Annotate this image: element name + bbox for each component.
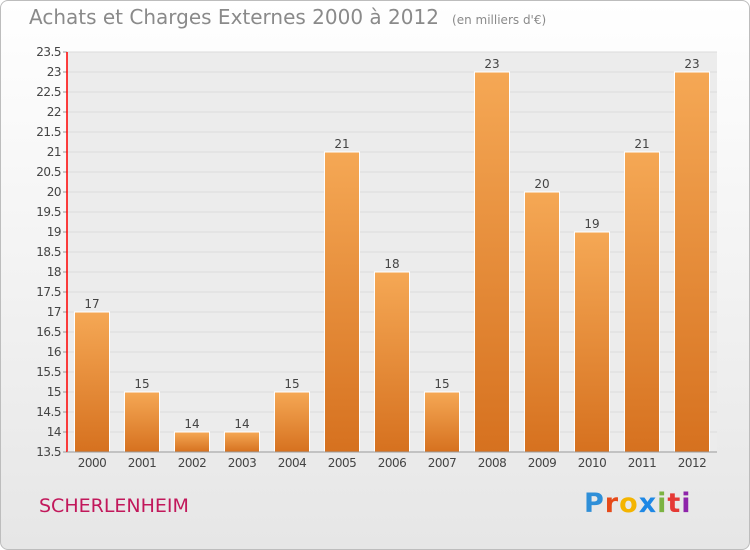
y-tick-label: 22.5 xyxy=(36,85,61,99)
y-tick-label: 14 xyxy=(47,425,61,439)
y-tick-label: 13.5 xyxy=(36,445,61,459)
x-tick-label: 2005 xyxy=(328,456,357,470)
x-tick-label: 2008 xyxy=(478,456,507,470)
bar-value-label: 20 xyxy=(534,177,549,191)
bar-value-label: 18 xyxy=(384,257,399,271)
x-tick-label: 2001 xyxy=(128,456,157,470)
bar-value-label: 19 xyxy=(584,217,599,231)
bar xyxy=(374,271,410,453)
y-tick-label: 22 xyxy=(47,105,61,119)
y-tick-label: 21.5 xyxy=(36,125,61,139)
y-tick-label: 17 xyxy=(47,305,61,319)
logo-letter: o xyxy=(619,488,639,519)
bar xyxy=(474,71,510,453)
x-tick-label: 2007 xyxy=(428,456,457,470)
bar xyxy=(174,431,210,453)
bar xyxy=(674,71,710,453)
bar xyxy=(124,391,160,453)
x-tick-label: 2006 xyxy=(378,456,407,470)
city-name: SCHERLENHEIM xyxy=(39,495,189,517)
logo-letter: P xyxy=(584,488,605,519)
bar-value-label: 15 xyxy=(434,377,449,391)
y-tick-label: 18 xyxy=(47,265,61,279)
logo-letter: r xyxy=(604,488,620,519)
x-tick-label: 2003 xyxy=(228,456,257,470)
y-tick-label: 19.5 xyxy=(36,205,61,219)
y-tick-label: 20 xyxy=(47,185,61,199)
bar-value-label: 15 xyxy=(134,377,149,391)
y-tick-label: 19 xyxy=(47,225,61,239)
logo-letter: t xyxy=(667,488,682,519)
bar xyxy=(324,151,360,453)
chart-title-block: Achats et Charges Externes 2000 à 2012 (… xyxy=(29,5,546,29)
x-tick-label: 2012 xyxy=(678,456,707,470)
y-tick-label: 16.5 xyxy=(36,325,61,339)
y-tick-label: 23.5 xyxy=(36,45,61,59)
bar xyxy=(524,191,560,453)
logo-letter: i xyxy=(657,488,668,519)
y-tick-label: 20.5 xyxy=(36,165,61,179)
bar-value-label: 23 xyxy=(684,57,699,71)
logo-letter: i xyxy=(681,488,692,519)
bar-value-label: 17 xyxy=(84,297,99,311)
chart-title: Achats et Charges Externes 2000 à 2012 xyxy=(29,5,439,29)
bar-value-label: 23 xyxy=(484,57,499,71)
bar-value-label: 14 xyxy=(184,417,199,431)
bar-value-label: 21 xyxy=(634,137,649,151)
proxiti-logo: Proxiti xyxy=(584,488,692,519)
bar xyxy=(424,391,460,453)
y-tick-label: 17.5 xyxy=(36,285,61,299)
x-tick-label: 2009 xyxy=(528,456,557,470)
y-tick-label: 14.5 xyxy=(36,405,61,419)
x-tick-label: 2010 xyxy=(578,456,607,470)
y-tick-label: 23 xyxy=(47,65,61,79)
chart-unit: (en milliers d'€) xyxy=(452,13,547,27)
bar-value-label: 21 xyxy=(334,137,349,151)
bar xyxy=(574,231,610,453)
y-tick-label: 16 xyxy=(47,345,61,359)
x-tick-label: 2000 xyxy=(78,456,107,470)
y-tick-label: 15.5 xyxy=(36,365,61,379)
bar xyxy=(224,431,260,453)
y-tick-label: 15 xyxy=(47,385,61,399)
x-tick-label: 2011 xyxy=(628,456,657,470)
x-tick-label: 2004 xyxy=(278,456,307,470)
bar-value-label: 14 xyxy=(234,417,249,431)
bar xyxy=(74,311,110,453)
x-tick-label: 2002 xyxy=(178,456,207,470)
bar xyxy=(624,151,660,453)
bar-value-label: 15 xyxy=(284,377,299,391)
y-tick-label: 18.5 xyxy=(36,245,61,259)
y-tick-label: 21 xyxy=(47,145,61,159)
logo-letter: x xyxy=(638,488,658,519)
bar xyxy=(274,391,310,453)
